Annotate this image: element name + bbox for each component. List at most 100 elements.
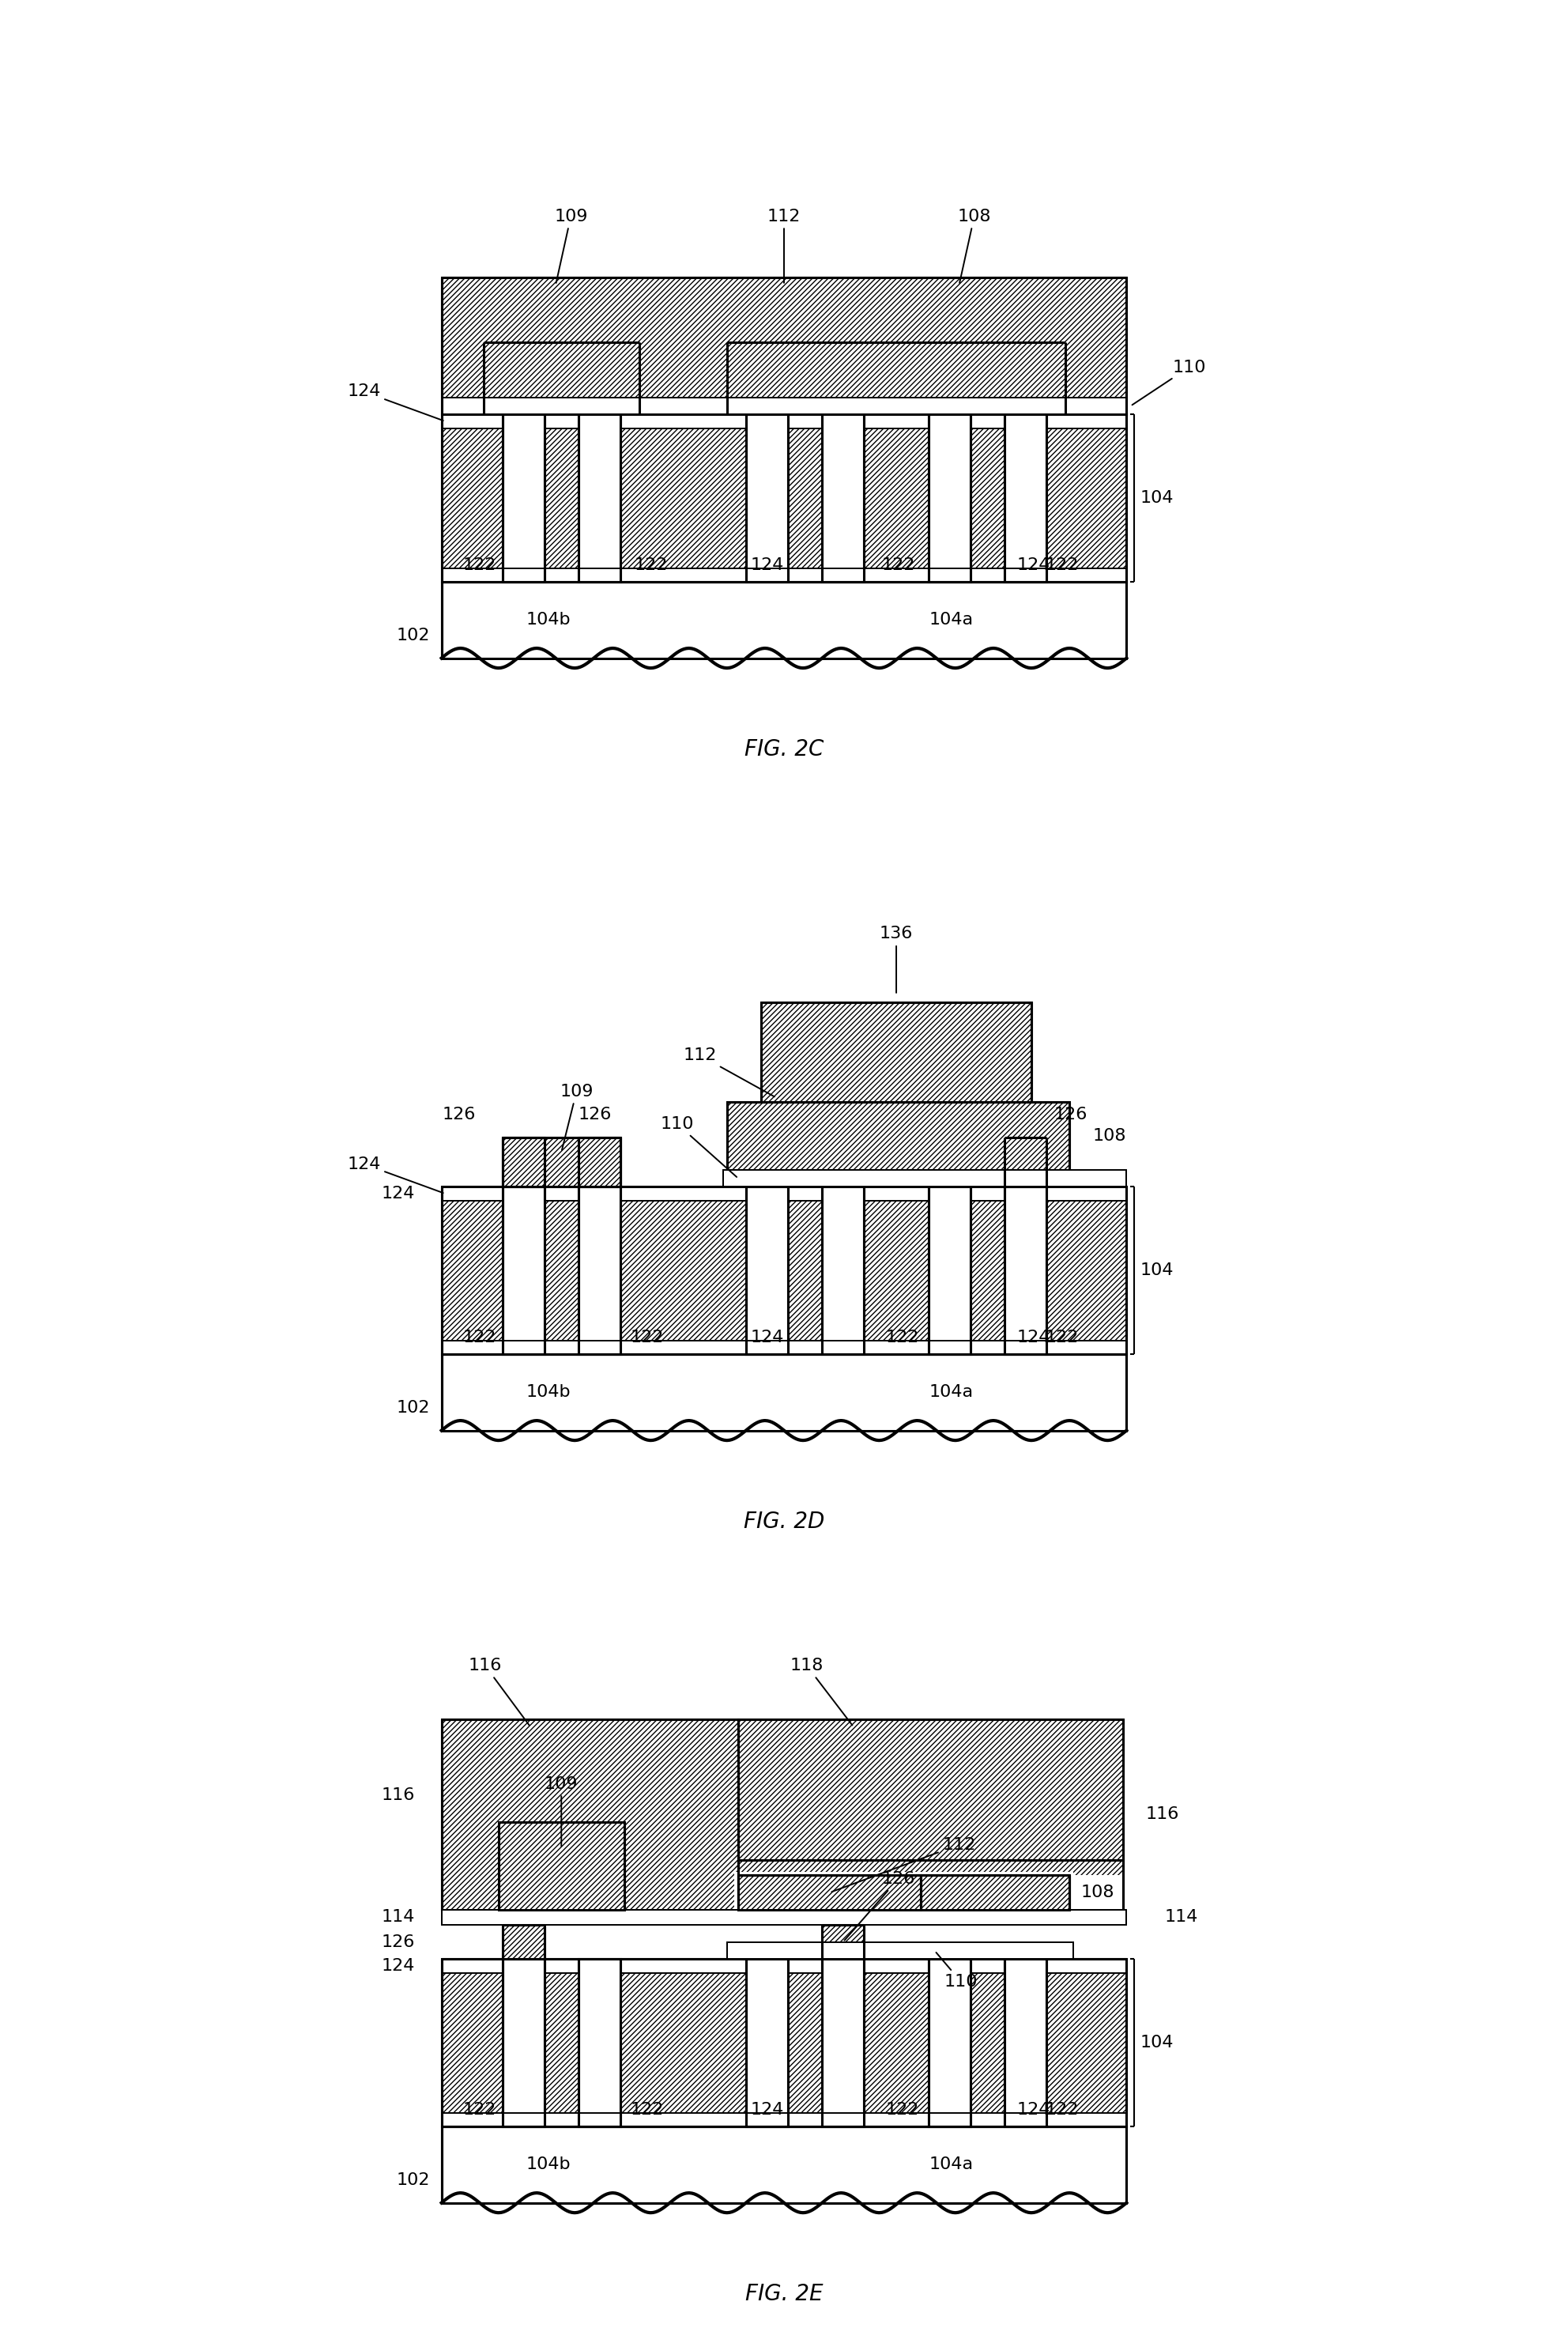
Text: 124: 124 bbox=[347, 1157, 444, 1192]
Bar bbox=[920, 1876, 1069, 1909]
Bar bbox=[442, 398, 483, 414]
Text: 102: 102 bbox=[397, 2172, 430, 2188]
Bar bbox=[442, 2114, 1126, 2128]
Bar bbox=[1005, 1187, 1046, 1355]
Bar bbox=[442, 1187, 1126, 1201]
Text: 104a: 104a bbox=[930, 1385, 974, 1401]
Bar bbox=[483, 342, 640, 414]
Bar bbox=[728, 342, 1066, 414]
Bar bbox=[1005, 414, 1046, 582]
Bar bbox=[746, 568, 787, 582]
Text: 112: 112 bbox=[767, 207, 801, 284]
Bar bbox=[746, 2114, 787, 2128]
Bar bbox=[502, 1187, 544, 1355]
Bar bbox=[928, 1341, 971, 1355]
Bar bbox=[502, 1138, 544, 1187]
Bar bbox=[442, 582, 1126, 659]
Bar bbox=[442, 1960, 1126, 1972]
Bar bbox=[734, 1872, 1073, 1914]
Bar bbox=[1005, 568, 1046, 582]
Bar bbox=[442, 2128, 1126, 2202]
Text: 102: 102 bbox=[397, 1399, 430, 1415]
Bar bbox=[502, 1925, 544, 1960]
Text: 109: 109 bbox=[560, 1083, 593, 1150]
Text: FIG. 2C: FIG. 2C bbox=[745, 738, 823, 761]
Bar bbox=[928, 568, 971, 582]
Bar bbox=[928, 1187, 971, 1355]
Text: 124: 124 bbox=[381, 1958, 416, 1974]
Bar bbox=[746, 414, 787, 582]
Text: 124: 124 bbox=[347, 384, 444, 421]
Text: 122: 122 bbox=[463, 1329, 495, 1346]
Text: 116: 116 bbox=[1146, 1807, 1179, 1823]
Text: 104b: 104b bbox=[525, 612, 571, 629]
Text: 122: 122 bbox=[633, 556, 668, 573]
Bar bbox=[442, 1720, 739, 1909]
Bar bbox=[1005, 1341, 1046, 1355]
Bar bbox=[483, 342, 640, 414]
Bar bbox=[928, 1960, 971, 2128]
Bar bbox=[739, 1876, 920, 1909]
Bar bbox=[483, 398, 640, 414]
Bar bbox=[499, 1823, 624, 1909]
Text: 124: 124 bbox=[1016, 556, 1051, 573]
Bar bbox=[760, 1003, 1032, 1101]
Bar bbox=[822, 2114, 864, 2128]
Text: 126: 126 bbox=[381, 1935, 416, 1951]
Text: 122: 122 bbox=[881, 556, 914, 573]
Text: 126: 126 bbox=[579, 1106, 612, 1122]
Text: 124: 124 bbox=[750, 1329, 784, 1346]
Text: 114: 114 bbox=[1165, 1909, 1198, 1925]
Text: 110: 110 bbox=[936, 1953, 978, 1990]
Text: 122: 122 bbox=[886, 1329, 919, 1346]
Text: 104: 104 bbox=[1140, 491, 1174, 505]
Bar bbox=[579, 2114, 621, 2128]
Text: 122: 122 bbox=[630, 2102, 663, 2118]
Bar bbox=[579, 1341, 621, 1355]
Text: 112: 112 bbox=[831, 1837, 975, 1893]
Text: 108: 108 bbox=[1080, 1886, 1115, 1900]
Text: 136: 136 bbox=[880, 927, 913, 992]
Bar bbox=[502, 2114, 544, 2128]
Text: 104a: 104a bbox=[930, 2156, 974, 2172]
Bar bbox=[1066, 398, 1126, 414]
Text: 124: 124 bbox=[750, 2102, 784, 2118]
Text: 102: 102 bbox=[397, 626, 430, 643]
Bar bbox=[442, 1909, 1126, 1925]
Bar bbox=[502, 414, 544, 582]
Text: FIG. 2D: FIG. 2D bbox=[743, 1511, 825, 1532]
Text: 104b: 104b bbox=[525, 1385, 571, 1401]
Text: 122: 122 bbox=[1046, 556, 1079, 573]
Bar bbox=[822, 1187, 864, 1355]
Bar bbox=[822, 1960, 864, 2128]
Bar bbox=[920, 1876, 1123, 1909]
Bar bbox=[640, 398, 728, 414]
Bar bbox=[502, 1960, 544, 2128]
Text: 116: 116 bbox=[469, 1658, 530, 1725]
Bar bbox=[822, 568, 864, 582]
Bar bbox=[442, 1960, 1126, 2128]
Text: 118: 118 bbox=[790, 1658, 853, 1725]
Bar bbox=[928, 414, 971, 582]
Bar bbox=[579, 1960, 621, 2128]
Text: 110: 110 bbox=[660, 1115, 737, 1178]
Bar bbox=[746, 1187, 787, 1355]
Text: 124: 124 bbox=[1016, 1329, 1051, 1346]
Text: 116: 116 bbox=[381, 1788, 416, 1804]
Text: 122: 122 bbox=[1046, 2102, 1079, 2118]
Bar bbox=[502, 568, 544, 582]
Bar bbox=[746, 1960, 787, 2128]
Text: 126: 126 bbox=[442, 1106, 475, 1122]
Bar bbox=[728, 1101, 1069, 1171]
Bar bbox=[739, 1876, 920, 1909]
Text: 122: 122 bbox=[1046, 1329, 1079, 1346]
Bar bbox=[1005, 1138, 1046, 1187]
Text: 124: 124 bbox=[381, 1185, 416, 1201]
Text: 124: 124 bbox=[750, 556, 784, 573]
Bar bbox=[442, 1341, 1126, 1355]
Text: 104: 104 bbox=[1140, 2035, 1174, 2051]
Bar bbox=[1005, 1960, 1046, 2128]
Bar bbox=[723, 1171, 1126, 1187]
Bar bbox=[502, 1138, 621, 1187]
Text: 109: 109 bbox=[544, 1776, 579, 1846]
